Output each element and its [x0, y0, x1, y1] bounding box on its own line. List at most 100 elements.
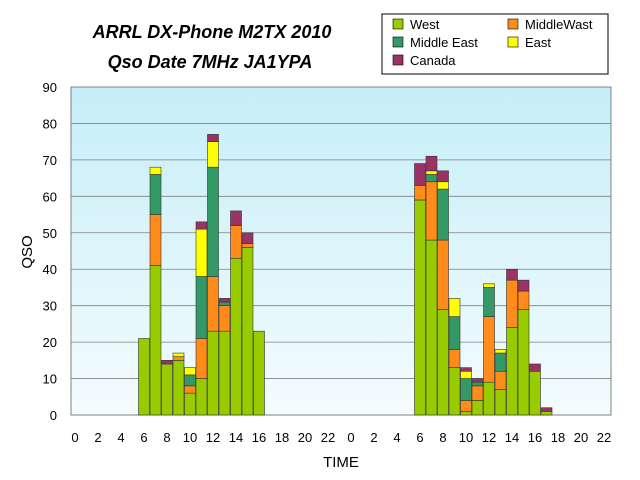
bar-segment [460, 400, 472, 412]
bar-segment [241, 247, 254, 416]
y-tick-label: 80 [43, 116, 57, 131]
legend-box [381, 13, 609, 75]
bar-segment [218, 301, 231, 306]
x-tick-label: 14 [229, 430, 243, 445]
legend-swatch [507, 18, 519, 30]
y-tick-label: 30 [43, 299, 57, 314]
x-tick-label: 12 [206, 430, 220, 445]
legend-label: MiddleWast [525, 17, 593, 32]
bar-segment [437, 170, 449, 183]
y-tick-label: 0 [50, 408, 57, 423]
bar-segment [517, 279, 530, 292]
bar-segment [138, 338, 150, 416]
bar-segment [448, 367, 461, 416]
bar-segment [506, 268, 518, 281]
bar-segment [471, 381, 484, 387]
bar-segment [494, 389, 507, 416]
y-tick-labels: 0 10 20 30 40 50 60 70 80 90 [43, 80, 57, 423]
bar-segment [207, 134, 219, 142]
bar-segment [218, 305, 231, 332]
bar-segment [425, 181, 438, 241]
bar-segment [161, 360, 173, 365]
legend-label: East [525, 35, 551, 50]
bar-segment [425, 174, 438, 183]
bar-segment [172, 356, 185, 361]
bar-segment [483, 381, 495, 416]
bars [138, 134, 553, 416]
x-tick-label: 6 [416, 430, 423, 445]
bar-segment [414, 185, 426, 201]
bar-segment [471, 385, 484, 401]
bar-segment [241, 243, 254, 248]
bar-segment [184, 367, 196, 376]
y-axis-label: QSO [19, 235, 36, 268]
bar-segment [414, 199, 426, 416]
legend-swatch [507, 36, 519, 48]
x-tick-label: 18 [275, 430, 289, 445]
x-tick-label: 22 [321, 430, 335, 445]
bar-segment [437, 181, 449, 190]
x-tick-label: 8 [163, 430, 170, 445]
bar-segment [517, 309, 530, 416]
x-tick-label: 18 [551, 430, 565, 445]
legend-swatch [392, 18, 404, 30]
bar-segment [540, 407, 553, 412]
bar-segment [425, 170, 438, 175]
bar-segment [529, 363, 541, 372]
bar-segment [230, 225, 242, 259]
x-tick-label: 6 [140, 430, 147, 445]
x-tick-label: 0 [71, 430, 78, 445]
y-tick-label: 10 [43, 372, 57, 387]
bar-segment [471, 378, 484, 383]
x-tick-label: 20 [298, 430, 312, 445]
bar-segment [460, 378, 472, 401]
y-tick-label: 90 [43, 80, 57, 95]
bar-segment [483, 316, 495, 383]
bar-segment [207, 166, 219, 277]
bar-segment [448, 349, 461, 368]
bar-segment [540, 411, 553, 416]
bar-segment [471, 400, 484, 416]
chart-title-line-1: ARRL DX-Phone M2TX 2010 [92, 22, 332, 42]
bar-segment [437, 239, 449, 310]
y-tick-label: 40 [43, 262, 57, 277]
x-tick-label: 20 [574, 430, 588, 445]
bar-segment [149, 166, 162, 175]
bar-segment [506, 279, 518, 328]
bar-segment [529, 370, 541, 416]
bar-segment [448, 298, 461, 317]
x-axis-label: TIME [323, 454, 359, 471]
bar-segment [494, 349, 507, 354]
bar-segment [149, 214, 162, 266]
x-tick-label: 8 [439, 430, 446, 445]
bar-segment [460, 370, 472, 379]
bar-segment [172, 352, 185, 357]
bar-segment [437, 188, 449, 241]
legend-label: West [410, 17, 440, 32]
bar-segment [517, 290, 530, 310]
legend-label: Canada [410, 53, 456, 68]
y-tick-label: 50 [43, 226, 57, 241]
y-tick-label: 60 [43, 189, 57, 204]
x-tick-labels: 0 2 4 6 8 10 12 14 16 18 20 22 0 2 4 6 8 10 12 14 16 18 20 22 [71, 430, 611, 445]
bar-segment [506, 327, 518, 416]
bar-segment [172, 360, 185, 416]
bar-segment [437, 309, 449, 416]
bar-segment [494, 370, 507, 390]
x-tick-label: 12 [482, 430, 496, 445]
bar-segment [448, 316, 461, 350]
bar-segment [253, 330, 265, 416]
bar-segment [230, 257, 242, 416]
x-tick-label: 16 [252, 430, 266, 445]
bar-segment [241, 232, 254, 245]
x-tick-label: 2 [94, 430, 101, 445]
x-tick-label: 16 [528, 430, 542, 445]
x-tick-label: 22 [597, 430, 611, 445]
x-tick-label: 0 [347, 430, 354, 445]
bar-segment [483, 287, 495, 317]
bar-segment [184, 374, 196, 387]
bar-segment [425, 155, 438, 172]
bar-segment [494, 352, 507, 372]
bar-segment [425, 239, 438, 416]
